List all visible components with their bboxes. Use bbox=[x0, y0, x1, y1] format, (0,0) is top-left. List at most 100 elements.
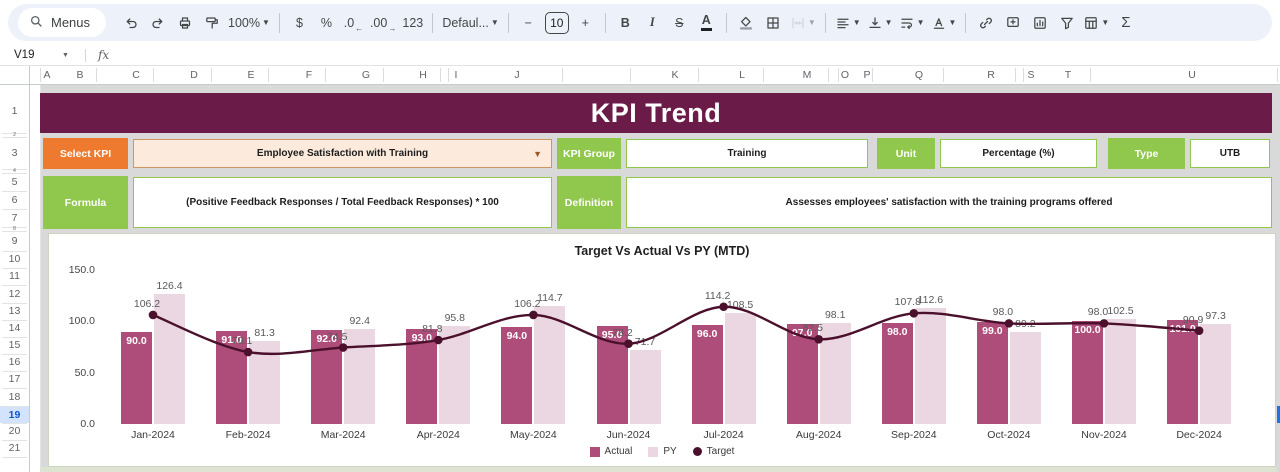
name-box-caret-icon[interactable]: ▼ bbox=[62, 51, 69, 59]
column-header-C[interactable]: C bbox=[132, 69, 140, 81]
py-bar-Jan-2024[interactable] bbox=[154, 294, 185, 424]
column-header-E[interactable]: E bbox=[247, 69, 255, 81]
undo-button[interactable] bbox=[118, 10, 143, 36]
zoom-select-caret-icon[interactable]: ▼ bbox=[262, 17, 270, 27]
increase-decimal-button[interactable]: .00 → bbox=[369, 15, 397, 33]
grid-corner[interactable] bbox=[0, 66, 30, 85]
row-header-7[interactable]: 7 bbox=[11, 212, 18, 224]
decrease-font-size-button[interactable]: − bbox=[524, 15, 532, 30]
zoom-select[interactable]: 100% ▼ bbox=[228, 15, 270, 30]
row-header-21[interactable]: 21 bbox=[8, 442, 21, 454]
type-value[interactable]: UTB bbox=[1190, 139, 1270, 168]
row-header-1[interactable]: 1 bbox=[11, 105, 18, 117]
py-bar-Mar-2024[interactable] bbox=[344, 329, 376, 424]
py-bar-Apr-2024[interactable] bbox=[439, 325, 471, 424]
column-header-K[interactable]: K bbox=[671, 69, 679, 81]
more-formats-button[interactable]: 123 bbox=[402, 15, 424, 30]
row-header-8[interactable]: 8 bbox=[13, 226, 16, 232]
increase-font-size-button[interactable]: + bbox=[581, 15, 589, 30]
py-bar-Oct-2024[interactable] bbox=[1009, 332, 1041, 424]
row-header-20[interactable]: 20 bbox=[8, 425, 21, 437]
column-header-B[interactable]: B bbox=[76, 69, 84, 81]
font-family-select-caret-icon[interactable]: ▼ bbox=[490, 17, 499, 27]
kpi-group-value[interactable]: Training bbox=[626, 139, 868, 168]
py-bar-Nov-2024[interactable] bbox=[1105, 318, 1136, 424]
font-family-select[interactable]: Defaul... ▼ bbox=[442, 15, 499, 30]
merge-cells-button[interactable]: ▼ bbox=[788, 10, 818, 36]
actual-bar-Dec-2024[interactable] bbox=[1167, 320, 1199, 424]
row-header-10[interactable]: 10 bbox=[8, 253, 21, 265]
text-rotation-button[interactable]: ▼ bbox=[929, 10, 959, 36]
row-header-15[interactable]: 15 bbox=[8, 339, 21, 351]
italic-button[interactable]: I bbox=[649, 15, 655, 29]
horizontal-align-button[interactable]: ▼ bbox=[833, 10, 863, 36]
row-header-14[interactable]: 14 bbox=[8, 322, 21, 334]
vertical-align-button[interactable]: ▼ bbox=[865, 10, 895, 36]
text-color-button[interactable]: A bbox=[694, 10, 719, 36]
column-header-G[interactable]: G bbox=[361, 69, 371, 81]
column-header-J[interactable]: J bbox=[514, 69, 520, 81]
py-bar-Jul-2024[interactable] bbox=[724, 312, 756, 424]
redo-button[interactable] bbox=[145, 10, 170, 36]
row-header-2[interactable]: 2 bbox=[13, 132, 16, 138]
row-header-13[interactable]: 13 bbox=[8, 305, 21, 317]
strikethrough-button[interactable]: S bbox=[675, 15, 684, 30]
column-header-O[interactable]: O bbox=[840, 69, 850, 81]
column-header-H[interactable]: H bbox=[419, 69, 427, 81]
actual-bar-Jan-2024[interactable] bbox=[121, 331, 152, 424]
py-bar-May-2024[interactable] bbox=[534, 306, 566, 424]
row-header-4[interactable]: 4 bbox=[13, 168, 16, 174]
column-header-T[interactable]: T bbox=[1064, 69, 1072, 81]
column-header-R[interactable]: R bbox=[987, 69, 995, 81]
table-views-button[interactable]: ▼ bbox=[1081, 10, 1111, 36]
row-header-12[interactable]: 12 bbox=[8, 288, 21, 300]
row-header-17[interactable]: 17 bbox=[8, 373, 21, 385]
name-box[interactable]: V19 bbox=[14, 49, 35, 61]
text-wrapping-button-caret-icon[interactable]: ▼ bbox=[916, 17, 925, 27]
menus-search[interactable]: Menus bbox=[18, 8, 107, 37]
kpi-select-dropdown[interactable]: Employee Satisfaction with Training ▼ bbox=[133, 139, 552, 168]
insert-comment-button[interactable] bbox=[1000, 10, 1025, 36]
py-bar-Feb-2024[interactable] bbox=[249, 340, 281, 424]
font-size-input[interactable]: 10 bbox=[543, 10, 571, 36]
column-header-D[interactable]: D bbox=[190, 69, 198, 81]
row-headers[interactable]: 1 2 3 4 5 6 7 8 9 10 11 12 13 14 15 16 17 18 19 20 21 bbox=[0, 85, 30, 472]
dropdown-caret-icon[interactable]: ▼ bbox=[533, 148, 542, 159]
format-currency-button[interactable]: $ bbox=[295, 15, 303, 30]
unit-value[interactable]: Percentage (%) bbox=[940, 139, 1097, 168]
actual-bar-Nov-2024[interactable] bbox=[1072, 321, 1103, 424]
fill-color-button[interactable] bbox=[734, 10, 759, 36]
table-views-button-caret-icon[interactable]: ▼ bbox=[1101, 17, 1110, 27]
py-bar-Jun-2024[interactable] bbox=[629, 350, 661, 424]
row-header-11[interactable]: 11 bbox=[9, 270, 20, 282]
functions-button[interactable]: Σ bbox=[1121, 14, 1131, 31]
py-bar-Dec-2024[interactable] bbox=[1200, 324, 1232, 424]
column-header-U[interactable]: U bbox=[1188, 69, 1196, 81]
insert-link-button[interactable] bbox=[973, 10, 998, 36]
insert-chart-button[interactable] bbox=[1027, 10, 1052, 36]
row-header-5[interactable]: 5 bbox=[11, 176, 18, 188]
row-header-16[interactable]: 16 bbox=[8, 356, 21, 368]
create-filter-button[interactable] bbox=[1054, 10, 1079, 36]
print-button[interactable] bbox=[172, 10, 197, 36]
row-header-3[interactable]: 3 bbox=[11, 147, 18, 159]
actual-bar-Oct-2024[interactable] bbox=[976, 322, 1008, 424]
borders-button[interactable] bbox=[761, 10, 786, 36]
decrease-decimal-button[interactable]: .0 ← bbox=[343, 15, 364, 33]
horizontal-align-button-caret-icon[interactable]: ▼ bbox=[852, 17, 861, 27]
column-header-M[interactable]: M bbox=[802, 69, 812, 81]
column-header-Q[interactable]: Q bbox=[914, 69, 924, 81]
row-header-18[interactable]: 18 bbox=[8, 391, 21, 403]
text-rotation-button-caret-icon[interactable]: ▼ bbox=[948, 17, 957, 27]
py-bar-Sep-2024[interactable] bbox=[914, 308, 946, 424]
kpi-chart[interactable]: Target Vs Actual Vs PY (MTD) 150.0 100.0 5… bbox=[48, 233, 1276, 467]
definition-value[interactable]: Assesses employees' satisfaction with th… bbox=[626, 177, 1272, 228]
row-header-19[interactable]: 19 bbox=[8, 409, 21, 421]
row-header-9[interactable]: 9 bbox=[11, 235, 18, 247]
merge-cells-button-caret-icon[interactable]: ▼ bbox=[807, 17, 816, 27]
actual-bar-Sep-2024[interactable] bbox=[881, 323, 913, 424]
py-bar-Aug-2024[interactable] bbox=[819, 323, 851, 424]
column-header-P[interactable]: P bbox=[863, 69, 871, 81]
formula-value[interactable]: (Positive Feedback Responses / Total Fee… bbox=[133, 177, 552, 228]
